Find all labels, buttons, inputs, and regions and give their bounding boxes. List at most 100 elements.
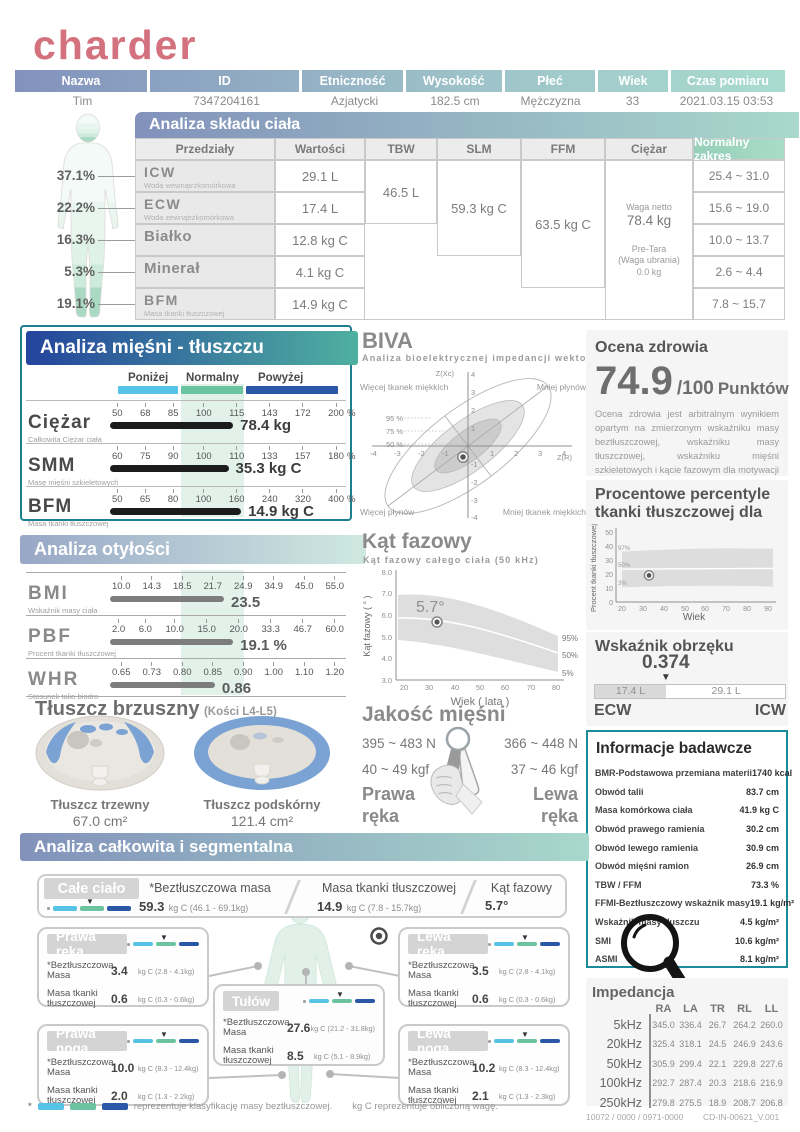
pct-icw: 37.1% — [56, 168, 95, 183]
patient-header-id: ID — [146, 70, 299, 92]
pct-protein: 16.3% — [56, 232, 95, 247]
segment-right-leg: Prawa noga ▼ *Beztłuszczowa Masa 10.0 kg … — [37, 1024, 209, 1106]
right-hand-label: Prawa ręka — [362, 784, 416, 826]
impedance-header: RA LA TR RL LL — [650, 1003, 788, 1015]
hand-gripper-icon — [430, 726, 483, 815]
segment-trunk: Tułów ▼ *Beztłuszczowa Masa 27.6 kg C (21… — [213, 984, 385, 1066]
col-normal-range: Normalny zakres — [693, 135, 785, 163]
left-leg-label: Lewa noga — [408, 1026, 488, 1056]
left-arm-minibar: ▼ — [488, 933, 560, 946]
ob-pbf-ticks: 2.0 6.0 10.0 15.0 20.0 33.3 46.7 60.0 — [112, 619, 344, 635]
list-item: 14.3 — [143, 576, 162, 592]
bfm-value: 14.9 kg C — [275, 288, 365, 320]
trunk-label: Tułów — [223, 991, 279, 1011]
mf-smm-value: 35.3 kg C — [235, 460, 302, 477]
phase-point — [434, 619, 440, 625]
ob-bmi-name: BMI Wskaźnik masy ciała — [28, 583, 98, 615]
ob-bmi-bar — [110, 596, 224, 602]
svg-text:4: 4 — [562, 449, 566, 458]
svg-text:50 %: 50 % — [386, 440, 403, 449]
mf-bfm-ticks: 50 65 80 100 160 240 320 400 — [112, 489, 344, 505]
ob-whr-bar-track: 0.86 — [110, 680, 338, 697]
list-item: 240 — [262, 489, 278, 505]
ob-bmi-value: 23.5 — [231, 594, 261, 611]
list-item: 218.6 — [733, 1078, 756, 1089]
svg-text:30: 30 — [605, 558, 613, 565]
list-item: LA — [683, 1003, 698, 1015]
segmental-legend: * reprezentuje klasyfikację masy beztłus… — [28, 1101, 498, 1112]
list-item: 299.4 — [679, 1058, 702, 1069]
list-item: 33.3 — [261, 619, 280, 635]
svg-text:8.0: 8.0 — [382, 568, 392, 577]
list-item: 55.0 — [326, 576, 345, 592]
patient-height: 182.5 cm — [430, 94, 480, 108]
list-item: 400 — [328, 489, 344, 505]
col-slm: SLM — [437, 138, 521, 160]
ri-waist: Obwód talii 83.7 cm — [595, 786, 779, 797]
segment-left-arm: Lewa ręka ▼ *Beztłuszczowa Masa 3.5 kg C … — [398, 927, 570, 1009]
list-item: 275.5 — [679, 1097, 702, 1108]
ob-pbf-bar-track: 19.1 % — [110, 637, 338, 654]
list-item: 200 — [328, 403, 344, 419]
minibar-normal — [80, 906, 104, 911]
right-hand-kgf: 40 ~ 49 kgf — [362, 762, 430, 777]
list-item: 172 — [295, 403, 311, 419]
row-icw: ICW Woda wewnątrzkomórkowa — [135, 160, 275, 192]
left-leg-fat-row: Masa tkanki tłuszczowej 2.1 kg C (1.3 - 2… — [408, 1084, 556, 1107]
svg-text:Mniej płynów: Mniej płynów — [537, 382, 587, 392]
list-item: 100 — [196, 403, 212, 419]
list-item: 24.5 — [708, 1039, 727, 1050]
list-item: 22.1 — [708, 1058, 727, 1069]
patient-values-row: Tim 7347204161 Azjatycki 182.5 cm Mężczy… — [15, 92, 785, 110]
fat-percentile-title-2: tkanki tłuszczowej dla — [595, 504, 763, 521]
list-item: RA — [655, 1003, 672, 1015]
left-arm-label: Lewa ręka — [408, 929, 488, 959]
mf-bfm-unit: % — [347, 494, 356, 505]
list-item: 325.4 — [652, 1039, 675, 1050]
impedance-row-50khz: 50kHz 305.9 299.4 22.1 229.8 227.6 — [586, 1054, 788, 1074]
mf-smm-name: SMM Masę mięśni szkieletowych — [28, 455, 119, 487]
segment-connectors — [208, 927, 401, 1079]
patient-header-time: Czas pomiaru — [667, 70, 785, 92]
list-item: 227.6 — [760, 1058, 783, 1069]
list-item: 229.8 — [733, 1058, 756, 1069]
list-item: 287.4 — [679, 1078, 702, 1089]
svg-text:7.0: 7.0 — [382, 589, 392, 598]
research-info-panel: Informacje badawcze BMR-Podstawowa przem… — [586, 730, 794, 968]
trunk-fat-row: Masa tkanki tłuszczowej 8.5 kg C (5.1 - 8… — [223, 1044, 371, 1067]
list-item: 206.8 — [760, 1097, 783, 1108]
ob-bmi-bar-track: 23.5 — [110, 594, 338, 611]
ri-left-arm: Obwód lewego ramienia 30.9 cm — [595, 842, 779, 853]
impedance-row-100khz: 100kHz 292.7 287.4 20.3 218.6 216.9 — [586, 1074, 788, 1094]
section-title-muscle-fat: Analiza mięśni - tłuszczu — [26, 331, 358, 365]
row-protein: Białko — [135, 224, 275, 256]
legend-bar-below — [118, 386, 178, 394]
health-score-denominator: /100 — [676, 378, 714, 399]
shoulder-marker — [375, 932, 383, 940]
abdominal-title: Tłuszcz brzuszny — [35, 698, 200, 720]
svg-text:90: 90 — [764, 606, 772, 613]
svg-text:0: 0 — [609, 600, 613, 607]
ri-bmr: BMR-Podstawowa przemiana materii 1740 kca… — [595, 768, 793, 779]
svg-text:20: 20 — [618, 606, 626, 613]
list-item: 90 — [168, 446, 179, 462]
list-item: 10.0 — [112, 576, 131, 592]
phase-subtitle: Kąt fazowy całego ciała (50 kHz) — [363, 555, 539, 565]
footer-serial: 10072 / 0000 / 0971-0000 — [586, 1112, 684, 1122]
svg-text:10: 10 — [605, 586, 613, 593]
edema-value: 0.374 — [642, 652, 690, 673]
ob-sep-1 — [26, 572, 346, 573]
list-item: 60 — [112, 446, 123, 462]
impedance-panel: Impedancja RA LA TR RL LL 5kHz 345.0 336.4 26.7… — [586, 978, 788, 1110]
right-arm-label: Prawa ręka — [47, 929, 127, 959]
svg-text:6.0: 6.0 — [382, 611, 392, 620]
list-item: 320 — [295, 489, 311, 505]
protein-range: 10.0 ~ 13.7 — [693, 224, 785, 256]
list-item: 80 — [168, 489, 179, 505]
section-title-obesity: Analiza otyłości — [20, 535, 366, 564]
ob-sep-2 — [26, 615, 346, 616]
list-item: 110 — [229, 446, 244, 462]
list-item: 10.0 — [165, 619, 184, 635]
trunk-minibar: ▼ — [303, 990, 375, 1003]
ri-tbw-ffm: TBW / FFM 73.3 % — [595, 879, 779, 890]
